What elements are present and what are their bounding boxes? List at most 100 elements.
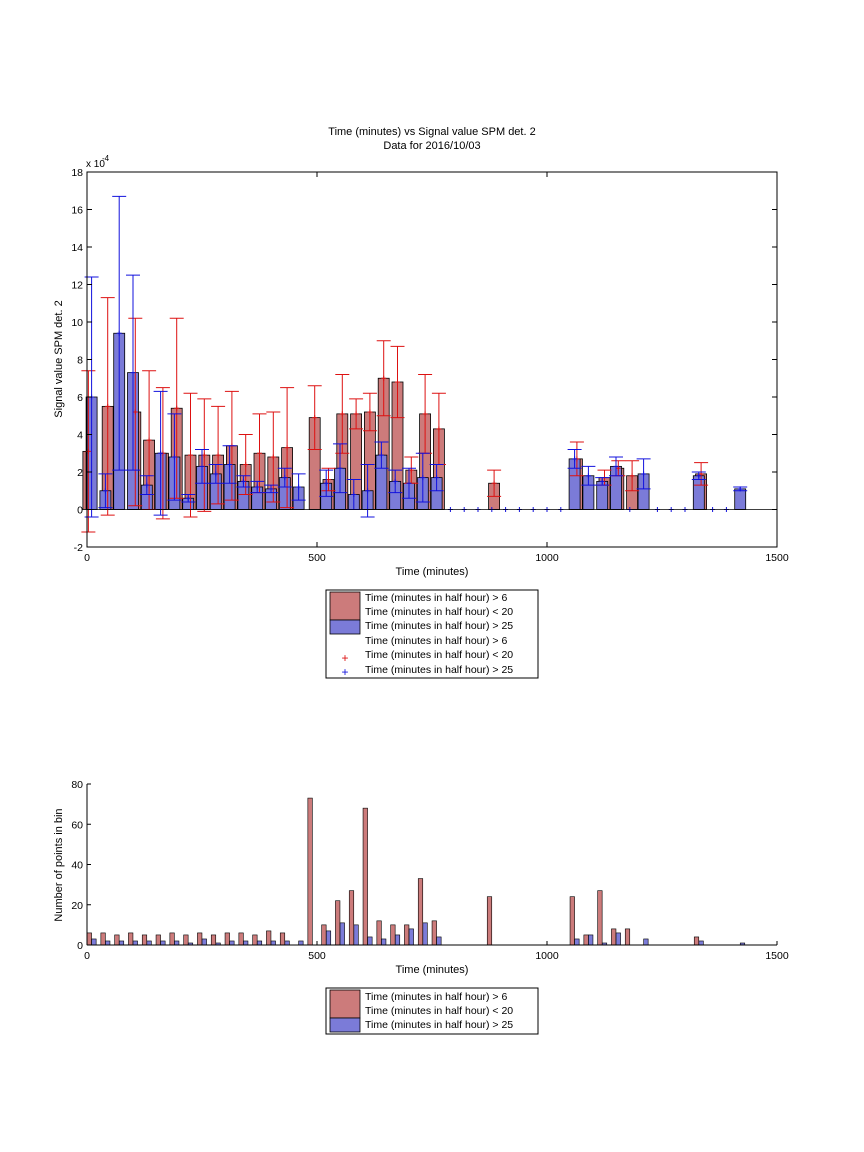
- count-chart: 0 500 1000 1500 0 20 40 60 80 Time (minutes) Num…: [53, 779, 789, 1035]
- signal-chart: Time (minutes) vs Signal value SPM det. …: [53, 126, 789, 679]
- red-count-bar: [321, 924, 327, 946]
- blue-count-bar: [698, 940, 704, 946]
- red-count-bar: [141, 934, 148, 946]
- blue-error-bar: [153, 390, 168, 516]
- blue-error-bar: [222, 445, 237, 484]
- y-tick-label: 60: [71, 819, 83, 831]
- blue-count-bar: [615, 932, 621, 946]
- red-error-bar: [238, 434, 253, 495]
- y-tick-label: 0: [77, 505, 83, 517]
- red-error-bar: [321, 467, 336, 492]
- red-count-bar: [128, 932, 134, 946]
- blue-count-bar: [146, 940, 152, 946]
- red-error-bar: [197, 398, 212, 512]
- legend-entry: Time (minutes in half hour) > 6: [365, 635, 507, 647]
- blue-error-bar: [98, 473, 113, 509]
- red-count-bar: [348, 890, 355, 946]
- legend-entry: Time (minutes in half hour) < 20: [365, 606, 513, 618]
- red-count-bar: [376, 920, 382, 946]
- red-error-bar: [376, 340, 391, 417]
- blue-count-bar: [284, 940, 290, 946]
- y-exponent-power: -4: [102, 154, 110, 163]
- blue-count-bar: [91, 938, 97, 946]
- blue-count-bar: [160, 940, 166, 946]
- x-tick-label: 500: [308, 950, 326, 962]
- signal-error-bars: [81, 195, 748, 533]
- blue-count-bar: [201, 938, 207, 946]
- red-count-bar: [224, 932, 230, 946]
- blue-count-bar: [243, 940, 249, 946]
- red-error-bar: [390, 345, 405, 419]
- legend-entry: Time (minutes in half hour) < 20: [365, 1005, 513, 1017]
- legend-swatch-red: [329, 591, 361, 621]
- red-count-bar: [597, 890, 603, 946]
- chart-subtitle: Data for 2016/10/03: [383, 140, 480, 152]
- y-tick-label: 12: [71, 280, 83, 292]
- blue-count-bar: [325, 930, 332, 946]
- legend-entry: Time (minutes in half hour) > 6: [365, 991, 507, 1003]
- blue-count-bar: [643, 938, 649, 946]
- x-axis-label: Time (minutes): [396, 566, 469, 578]
- blue-count-bar: [256, 940, 263, 946]
- blue-error-bar: [429, 464, 444, 492]
- blue-error-bar: [595, 477, 610, 486]
- red-count-bar: [155, 934, 161, 946]
- red-error-bar: [280, 387, 295, 509]
- chart-title: Time (minutes) vs Signal value SPM det. …: [328, 126, 535, 138]
- blue-count-bar: [174, 940, 180, 946]
- blue-error-bar: [609, 456, 623, 477]
- blue-error-bar: [195, 449, 209, 484]
- y-tick-label: 80: [71, 779, 83, 791]
- blue-count-bar: [574, 938, 580, 946]
- blue-error-bar: [112, 195, 127, 471]
- x-tick-label: 1000: [535, 950, 559, 962]
- blue-error-bar: [291, 473, 306, 501]
- x-axis-label: Time (minutes): [396, 964, 469, 976]
- blue-error-bar: [181, 494, 196, 503]
- legend-swatch-red: [329, 989, 361, 1019]
- blue-error-bar: [264, 484, 278, 494]
- y-tick-label: 6: [77, 392, 83, 404]
- legend-entry: Time (minutes in half hour) > 25: [365, 1019, 513, 1031]
- red-count-bar: [431, 920, 437, 946]
- blue-error-bar: [139, 475, 154, 495]
- y-tick-label: 4: [77, 430, 83, 442]
- blue-count-bar: [408, 928, 414, 946]
- red-error-bar: [487, 469, 502, 497]
- red-error-bar: [307, 385, 322, 450]
- blue-count-bar: [367, 936, 373, 946]
- red-error-bar: [625, 460, 640, 492]
- red-count-bar: [279, 932, 286, 946]
- axis-ticks: 0 500 1000 1500 0 20 40 60 80: [71, 779, 789, 962]
- blue-error-bar: [581, 465, 596, 486]
- blue-count-bar: [339, 922, 345, 946]
- red-error-bar: [349, 398, 364, 430]
- red-count-bar: [169, 932, 175, 946]
- red-count-bar: [611, 928, 617, 946]
- legend-entry: Time (minutes in half hour) < 20: [365, 649, 513, 661]
- red-count-bar: [693, 936, 700, 946]
- legend-box: [325, 987, 539, 1035]
- x-tick-label: 0: [84, 950, 90, 962]
- blue-count-bar: [229, 940, 235, 946]
- red-error-bar: [169, 317, 184, 499]
- red-error-bar: [183, 392, 198, 518]
- blue-error-bar: [388, 469, 403, 494]
- y-axis-label: Number of points in bin: [53, 808, 65, 921]
- signal-legend: + + Time (minutes in half hour) > 6 Time…: [325, 589, 539, 679]
- y-tick-label: 14: [71, 242, 83, 254]
- red-count-bar: [238, 932, 244, 946]
- y-exponent-base: x 10: [86, 159, 105, 170]
- y-tick-label: 8: [77, 355, 83, 367]
- red-count-bar: [390, 924, 396, 946]
- blue-error-bar: [733, 486, 748, 492]
- legend-entry: Time (minutes in half hour) > 6: [365, 592, 507, 604]
- legend-marker-red: +: [341, 651, 348, 665]
- blue-error-bar: [333, 443, 347, 494]
- red-count-bar: [404, 924, 410, 946]
- red-count-bar: [486, 896, 493, 946]
- red-error-bar: [266, 411, 281, 503]
- x-tick-label: 0: [84, 552, 90, 564]
- blue-count-bar: [422, 922, 428, 946]
